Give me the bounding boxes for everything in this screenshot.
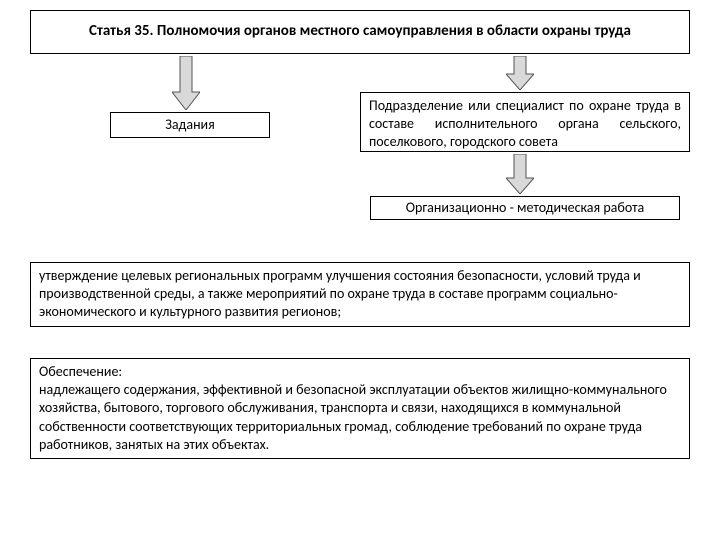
arrow-subdivision-to-orgmethod [506,154,534,194]
approval-box: утверждение целевых региональных програм… [30,262,690,327]
subdivision-box: Подразделение или специалист по охране т… [360,92,690,152]
org-method-box: Организационно - методическая работа [370,196,680,220]
provision-box: Обеспечение: надлежащего содержания, эфф… [30,358,690,459]
arrow-title-to-subdivision [506,56,534,90]
arrow-title-to-tasks [172,56,200,110]
title-box: Статья 35. Полномочия органов местного с… [30,10,690,54]
tasks-box: Задания [110,112,270,138]
